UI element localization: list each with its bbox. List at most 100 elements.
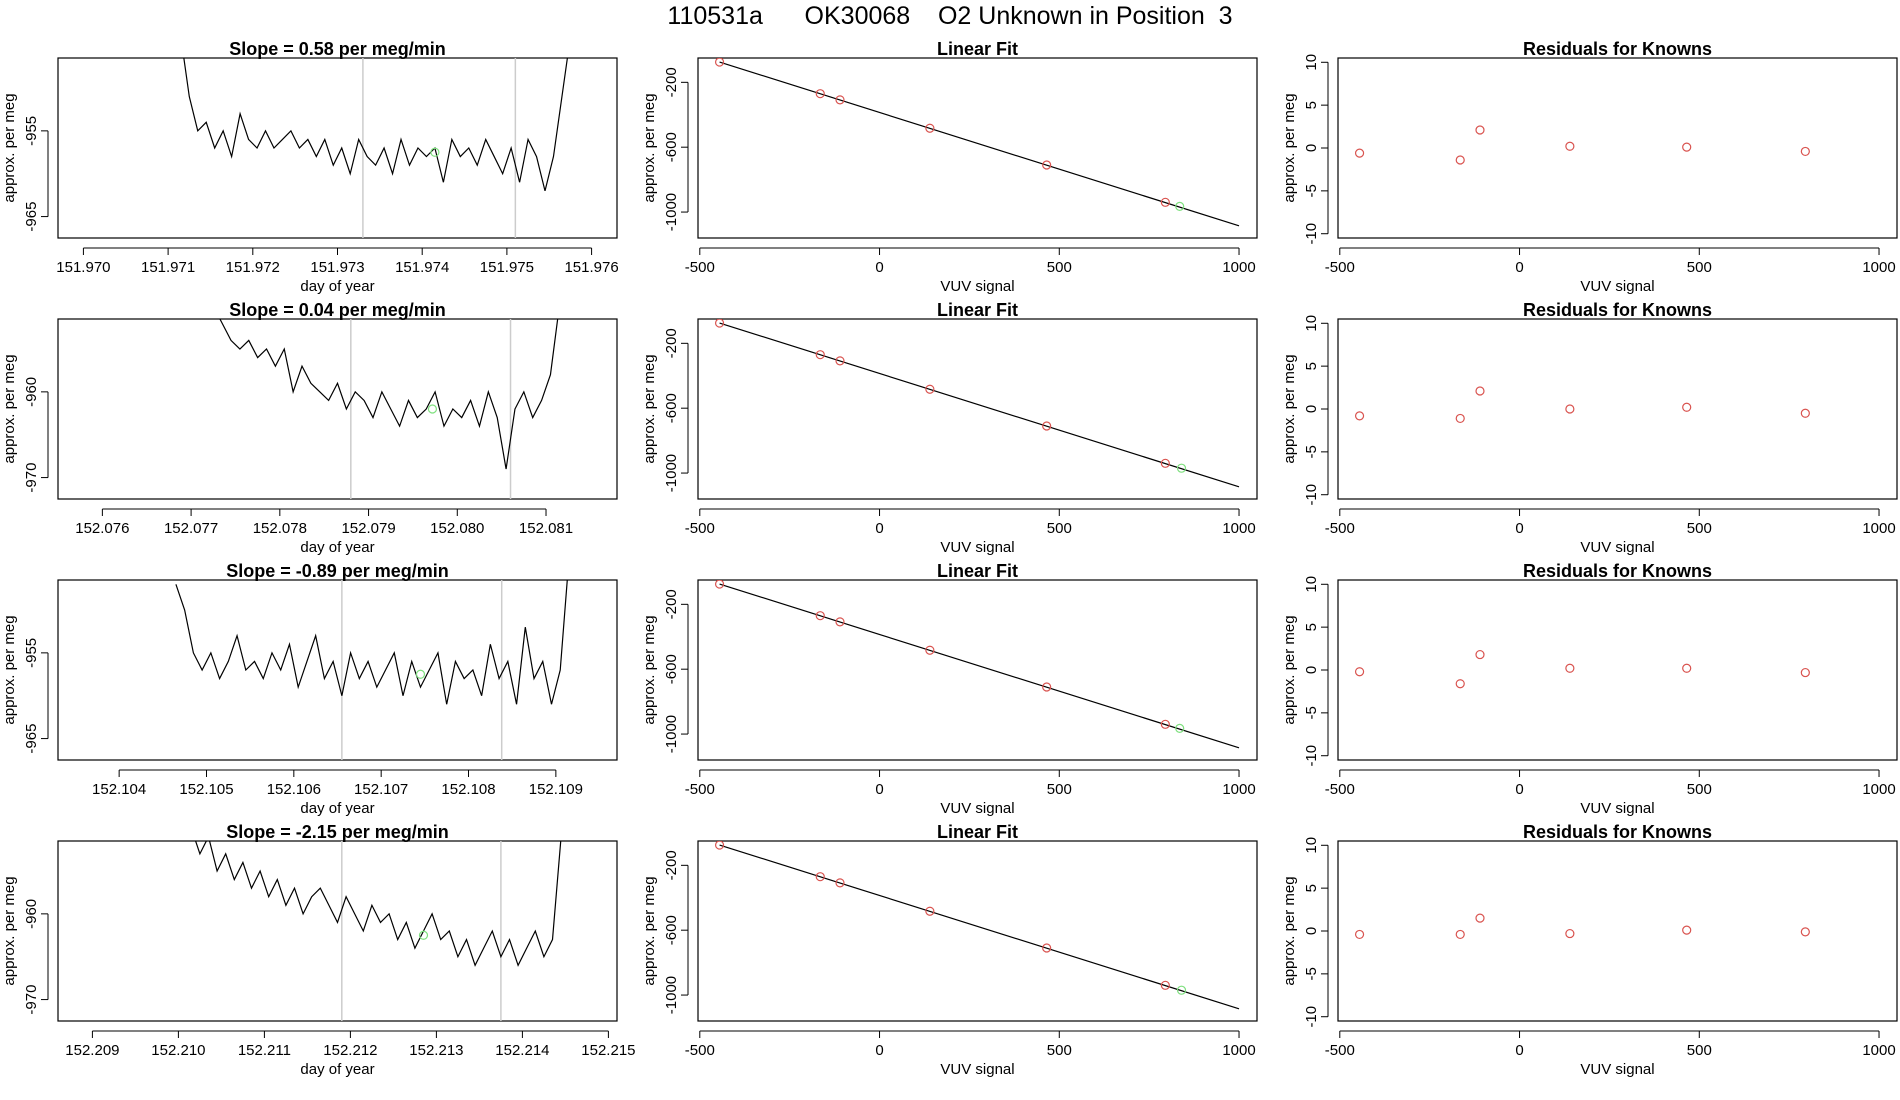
- chart-title: Residuals for Knowns: [1523, 300, 1712, 320]
- y-axis-label: approx. per meg: [641, 876, 658, 985]
- plot-area: [714, 841, 1240, 1010]
- x-axis-label: VUV signal: [1580, 539, 1654, 556]
- figure-title: 110531a OK30068 O2 Unknown in Position 3: [667, 2, 1233, 30]
- x-tick-label: 0: [875, 259, 883, 276]
- residual-point: [1354, 667, 1365, 677]
- x-axis-label: day of year: [300, 539, 374, 556]
- x-tick-label: -500: [1325, 781, 1355, 798]
- x-axis-label: day of year: [300, 1061, 374, 1078]
- y-tick-label: -10: [1303, 745, 1320, 767]
- residual-point: [1682, 402, 1692, 412]
- chart-panel-residuals-1: Residuals for Knowns -500 0 500 1000 VUV sign…: [1281, 300, 1898, 556]
- y-tick-label: 10: [1303, 315, 1320, 332]
- residual-point: [1682, 663, 1692, 673]
- known-point: [1042, 160, 1052, 170]
- unknown-point: [1176, 463, 1187, 473]
- x-tick-label: 1000: [1862, 1042, 1895, 1059]
- y-tick-label: -600: [663, 393, 680, 423]
- y-tick-label: -960: [23, 899, 40, 929]
- x-tick-label: 152.106: [267, 781, 321, 798]
- chart-title: Linear Fit: [937, 561, 1018, 581]
- trace-line: [183, 58, 568, 192]
- chart-panel-fit-1: Linear Fit -500 0 500 1000 VUV signal -200 -600…: [641, 300, 1258, 556]
- x-tick-label: 1000: [1222, 1042, 1255, 1059]
- y-tick-label: -970: [23, 985, 40, 1015]
- known-point: [714, 580, 725, 589]
- x-tick-label: 151.976: [564, 259, 618, 276]
- plot-frame: [1337, 840, 1898, 1022]
- y-tick-label: -955: [23, 116, 40, 146]
- x-tick-label: 500: [1047, 781, 1072, 798]
- y-tick-label: -600: [663, 915, 680, 945]
- x-tick-label: -500: [685, 1042, 715, 1059]
- x-tick-label: 0: [1515, 781, 1523, 798]
- x-tick-label: 500: [1687, 520, 1712, 537]
- x-tick-label: 500: [1047, 259, 1072, 276]
- y-tick-label: 0: [1303, 144, 1320, 152]
- unknown-point: [1175, 201, 1185, 211]
- x-tick-label: 151.975: [480, 259, 534, 276]
- plot-area: [1354, 913, 1810, 940]
- plot-frame: [697, 840, 1258, 1022]
- unknown-point-marker: [415, 669, 426, 679]
- known-point: [1160, 458, 1170, 468]
- known-point: [835, 356, 845, 366]
- residual-point: [1800, 667, 1810, 678]
- known-point: [714, 319, 725, 328]
- y-axis-label: approx. per meg: [1281, 93, 1298, 202]
- y-tick-label: -200: [663, 328, 680, 358]
- known-point: [925, 123, 935, 133]
- x-axis-label: day of year: [300, 800, 374, 817]
- x-tick-label: 152.213: [409, 1042, 463, 1059]
- y-tick-label: 10: [1303, 837, 1320, 854]
- x-axis-label: VUV signal: [1580, 1061, 1654, 1078]
- x-tick-label: 1000: [1222, 259, 1255, 276]
- unknown-point-marker: [430, 147, 440, 157]
- x-tick-label: 500: [1687, 259, 1712, 276]
- x-tick-label: -500: [1325, 520, 1355, 537]
- y-tick-label: -1000: [663, 715, 680, 753]
- plot-area: [219, 319, 559, 499]
- chart-panel-trace-0: Slope = 0.58 per meg/min 151.970 151.971 15…: [1, 39, 619, 295]
- known-point: [925, 906, 935, 916]
- fit-line: [719, 844, 1240, 1010]
- x-tick-label: 500: [1047, 520, 1072, 537]
- known-point: [1160, 719, 1170, 729]
- y-tick-label: -600: [663, 132, 680, 162]
- y-tick-label: 10: [1303, 54, 1320, 71]
- x-tick-label: 0: [1515, 520, 1523, 537]
- x-tick-label: 152.109: [529, 781, 583, 798]
- x-tick-label: 0: [1515, 259, 1523, 276]
- plot-area: [1354, 649, 1810, 689]
- x-tick-label: 500: [1687, 781, 1712, 798]
- chart-title: Slope = 0.58 per meg/min: [229, 39, 446, 59]
- chart-title: Linear Fit: [937, 39, 1018, 59]
- y-axis-label: approx. per meg: [1, 354, 18, 463]
- y-axis-label: approx. per meg: [641, 93, 658, 202]
- x-tick-label: 152.079: [341, 520, 395, 537]
- chart-title: Residuals for Knowns: [1523, 822, 1712, 842]
- known-point: [815, 350, 825, 360]
- y-tick-label: -10: [1303, 223, 1320, 245]
- y-tick-label: -965: [23, 202, 40, 232]
- x-tick-label: 1000: [1222, 781, 1255, 798]
- y-axis-label: approx. per meg: [641, 354, 658, 463]
- residual-point: [1455, 929, 1465, 940]
- y-axis-label: approx. per meg: [1, 876, 18, 985]
- chart-panel-residuals-2: Residuals for Knowns -500 0 500 1000 VUV sign…: [1281, 561, 1898, 817]
- chart-title: Slope = -2.15 per meg/min: [226, 822, 449, 842]
- x-tick-label: 152.108: [441, 781, 495, 798]
- chart-panel-trace-1: Slope = 0.04 per meg/min 152.076 152.077 15…: [1, 300, 618, 556]
- known-point: [1042, 682, 1052, 692]
- y-tick-label: -5: [1303, 706, 1320, 719]
- residual-point: [1565, 404, 1575, 414]
- known-point: [714, 58, 725, 67]
- residual-point: [1800, 927, 1810, 937]
- y-tick-label: -965: [23, 724, 40, 754]
- y-tick-label: 5: [1303, 101, 1320, 109]
- residual-point: [1475, 386, 1485, 396]
- residual-point: [1354, 411, 1365, 421]
- x-tick-label: -500: [685, 781, 715, 798]
- x-tick-label: 151.973: [310, 259, 364, 276]
- x-tick-label: 0: [875, 520, 883, 537]
